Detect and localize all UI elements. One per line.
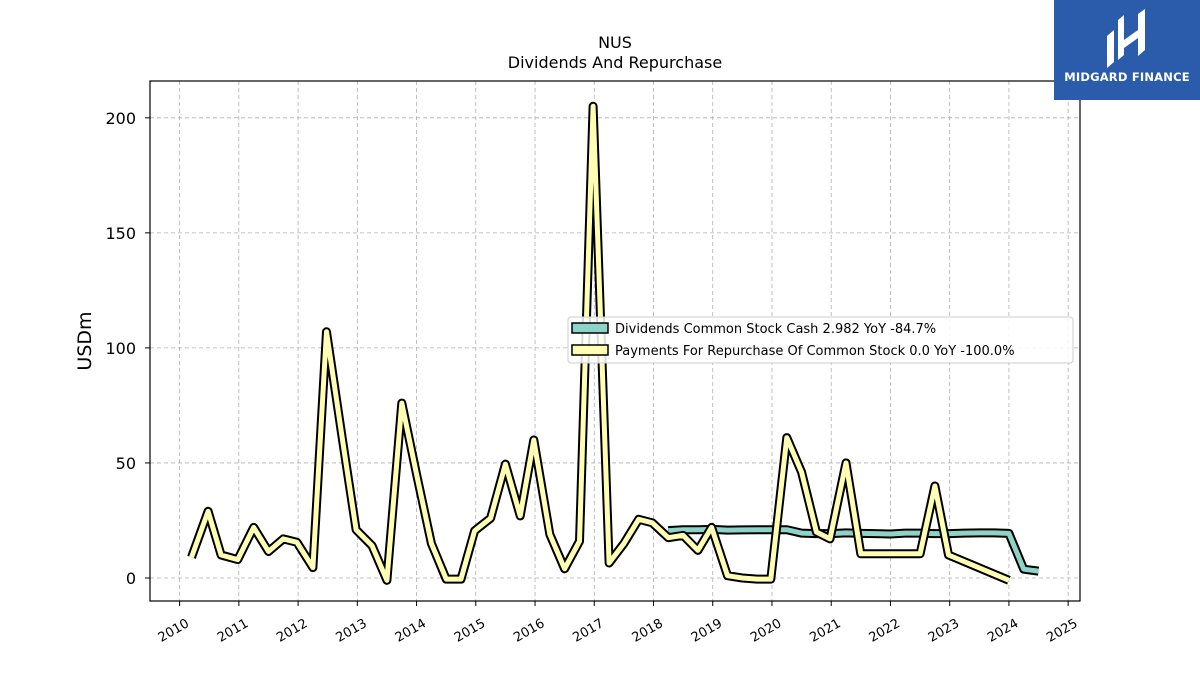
tick-y-label: 200	[105, 109, 136, 128]
tick-x-label: 2024	[985, 616, 1021, 646]
logo: MIDGARD FINANCE	[1054, 0, 1200, 100]
tick-y-label: 150	[105, 224, 136, 243]
legend: Dividends Common Stock Cash 2.982 YoY -8…	[567, 316, 1074, 364]
chart-subtitle: Dividends And Repurchase	[508, 53, 722, 72]
legend-label-dividends: Dividends Common Stock Cash 2.982 YoY -8…	[615, 322, 936, 337]
plot-frame	[149, 80, 1081, 602]
chart-title: NUS	[598, 33, 632, 52]
tick-x-label: 2023	[926, 616, 962, 646]
tick-x-label: 2025	[1044, 616, 1080, 646]
tick-x-label: 2020	[748, 616, 784, 646]
tick-y-label: 0	[126, 569, 136, 588]
tick-x-label: 2017	[570, 616, 606, 646]
legend-swatch-repurchase	[571, 344, 609, 356]
series-line-repurchase	[189, 103, 1010, 583]
legend-swatch-dividends	[571, 322, 609, 334]
mh-monogram-icon	[1107, 9, 1145, 68]
tick-x-label: 2012	[274, 616, 310, 646]
tick-x-label: 2022	[867, 616, 903, 646]
tick-x-label: 2014	[393, 616, 429, 646]
logo-text: MIDGARD FINANCE	[1064, 70, 1190, 84]
tick-x-label: 2010	[156, 616, 192, 646]
tick-x-label: 2021	[807, 616, 843, 646]
tick-x-label: 2015	[452, 616, 488, 646]
tick-x-label: 2016	[511, 616, 547, 646]
legend-label-repurchase: Payments For Repurchase Of Common Stock …	[615, 344, 1015, 359]
legend-box	[567, 316, 1074, 364]
tick-y-label: 100	[105, 339, 136, 358]
series-layer	[187, 101, 1040, 585]
tick-y-label: 50	[116, 454, 136, 473]
tick-x-label: 2013	[333, 616, 369, 646]
ticks: 0 50 100 150 200 2010 2011 2012 2013 2014 2015 2016…	[105, 109, 1080, 646]
y-axis-label: USDm	[74, 311, 96, 370]
tick-x-label: 2018	[630, 616, 666, 646]
tick-x-label: 2011	[215, 616, 251, 646]
tick-x-label: 2019	[689, 616, 725, 646]
